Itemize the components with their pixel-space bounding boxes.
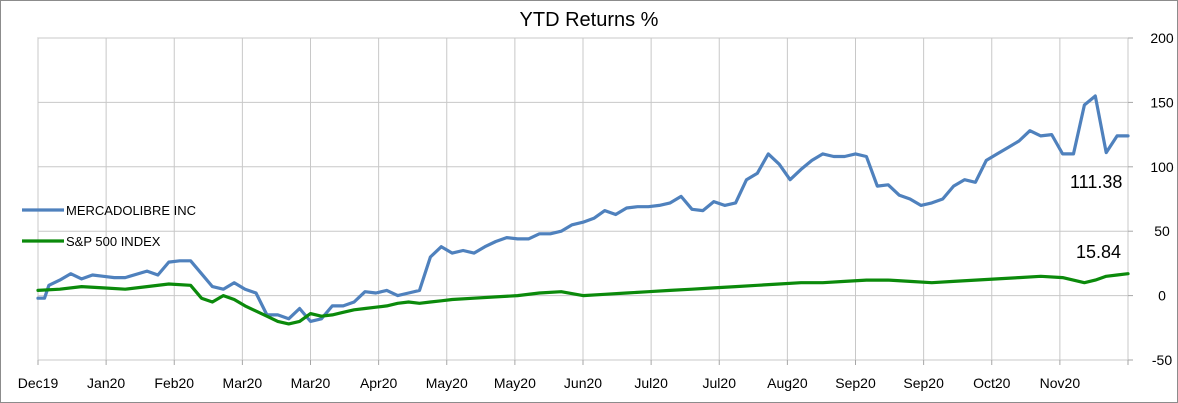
x-tick-label: Oct20 — [973, 375, 1011, 391]
last-value-labels: 111.38 15.84 — [1070, 172, 1122, 262]
legend: MERCADOLIBRE INC S&P 500 INDEX — [22, 203, 196, 249]
x-tick-label: Sep20 — [903, 375, 944, 391]
x-tick-label: May20 — [426, 375, 468, 391]
y-axis-ticks: -50 0 50 100 150 200 — [1128, 30, 1174, 368]
x-tick-label: Feb20 — [154, 375, 194, 391]
x-tick-label: Mar20 — [223, 375, 263, 391]
last-value-label: 111.38 — [1070, 172, 1122, 192]
x-tick-label: Jul20 — [703, 375, 737, 391]
y-tick-label: 0 — [1158, 288, 1166, 304]
chart-title: YTD Returns % — [519, 9, 659, 31]
last-value-label: 15.84 — [1076, 242, 1121, 262]
x-tick-label: May20 — [494, 375, 536, 391]
legend-label: S&P 500 INDEX — [66, 234, 161, 249]
y-tick-label: -50 — [1152, 352, 1172, 368]
y-tick-label: 150 — [1150, 94, 1174, 110]
x-tick-label: Mar20 — [291, 375, 331, 391]
x-tick-label: Sep20 — [835, 375, 876, 391]
y-tick-label: 200 — [1150, 30, 1174, 46]
x-tick-label: Aug20 — [767, 375, 808, 391]
x-tick-label: Dec19 — [18, 375, 59, 391]
series-lines — [36, 94, 1130, 326]
grid-lines — [37, 37, 1129, 361]
legend-label: MERCADOLIBRE INC — [66, 203, 196, 218]
x-tick-label: Apr20 — [360, 375, 398, 391]
x-axis-ticks: Dec19 Jan20 Feb20 Mar20 Mar20 Apr20 May20 May20… — [18, 360, 1129, 391]
series-line-mercadolibre — [36, 94, 1130, 323]
x-tick-label: Jun20 — [564, 375, 602, 391]
x-tick-label: Nov20 — [1040, 375, 1081, 391]
y-tick-label: 50 — [1154, 223, 1170, 239]
y-tick-label: 100 — [1150, 159, 1174, 175]
x-tick-label: Jul20 — [634, 375, 668, 391]
x-tick-label: Jan20 — [87, 375, 125, 391]
series-line-sp500 — [36, 272, 1130, 326]
